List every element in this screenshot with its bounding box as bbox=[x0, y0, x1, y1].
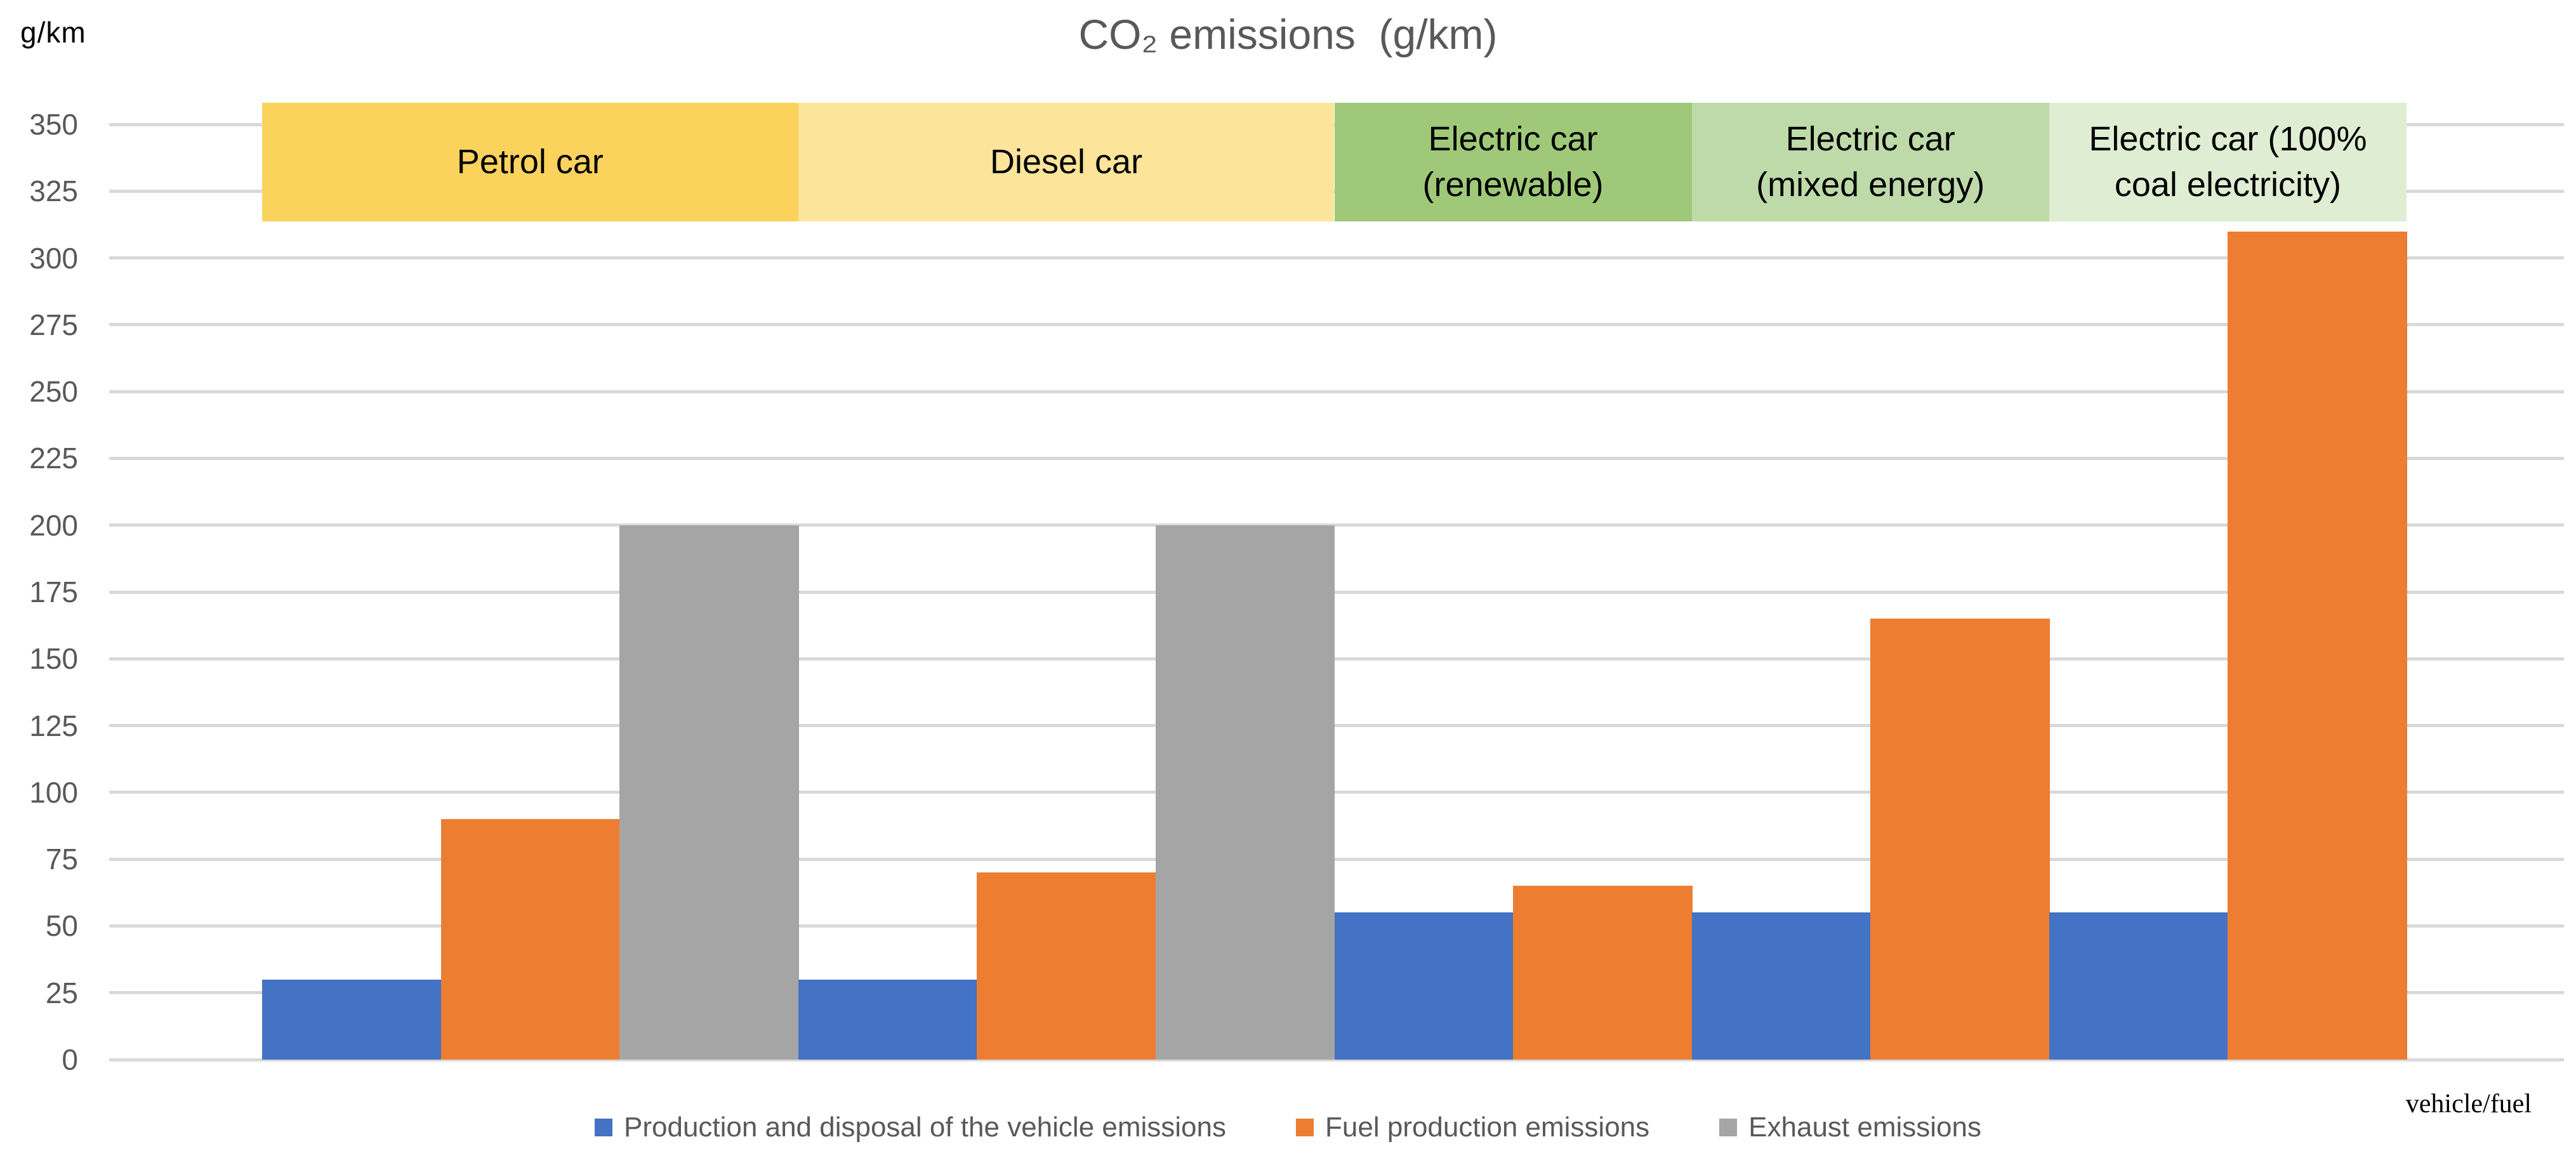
y-tick-label-300: 300 bbox=[29, 241, 78, 275]
bar-4-production bbox=[2049, 912, 2229, 1060]
legend: Production and disposal of the vehicle e… bbox=[0, 1112, 2576, 1143]
category-band-label-1: Diesel car bbox=[989, 142, 1143, 181]
legend-marker-exhaust bbox=[1719, 1119, 1738, 1136]
legend-label-fuel: Fuel production emissions bbox=[1325, 1112, 1650, 1143]
category-band-1: Diesel car bbox=[798, 103, 1335, 221]
gridline-150 bbox=[109, 657, 2564, 660]
category-band-label-4: Electric car (100% coal electricity) bbox=[2089, 120, 2367, 204]
bar-3-production bbox=[1691, 912, 1872, 1060]
gridline-200 bbox=[109, 523, 2564, 527]
bar-0-fuel bbox=[440, 819, 621, 1060]
category-band-2: Electric car (renewable) bbox=[1334, 103, 1692, 221]
gridline-250 bbox=[109, 390, 2564, 393]
bar-0-production bbox=[262, 979, 442, 1060]
bar-1-production bbox=[798, 979, 978, 1060]
y-tick-label-75: 75 bbox=[45, 843, 78, 876]
category-band-label-3: Electric car (mixed energy) bbox=[1756, 120, 1985, 204]
legend-label-production: Production and disposal of the vehicle e… bbox=[624, 1112, 1227, 1143]
legend-marker-fuel bbox=[1296, 1119, 1314, 1136]
category-band-label-0: Petrol car bbox=[456, 142, 604, 181]
y-tick-label-50: 50 bbox=[45, 909, 78, 943]
y-tick-label-175: 175 bbox=[29, 575, 78, 608]
y-tick-label-150: 150 bbox=[29, 642, 78, 676]
y-tick-label-225: 225 bbox=[29, 442, 78, 475]
bar-2-production bbox=[1334, 912, 1514, 1060]
x-axis-label: vehicle/fuel bbox=[2405, 1089, 2532, 1119]
y-tick-label-325: 325 bbox=[29, 174, 78, 208]
legend-marker-production bbox=[595, 1119, 613, 1136]
gridline-100 bbox=[109, 791, 2564, 794]
legend-item-exhaust: Exhaust emissions bbox=[1719, 1112, 1981, 1143]
bar-1-exhaust bbox=[1155, 525, 1335, 1060]
gridline-75 bbox=[109, 857, 2564, 861]
y-tick-label-0: 0 bbox=[62, 1043, 78, 1076]
y-tick-label-200: 200 bbox=[29, 508, 78, 542]
y-tick-label-250: 250 bbox=[29, 375, 78, 409]
bar-3-fuel bbox=[1870, 619, 2050, 1060]
category-band-0: Petrol car bbox=[262, 103, 798, 221]
category-band-3: Electric car (mixed energy) bbox=[1691, 103, 2049, 221]
y-tick-label-125: 125 bbox=[29, 709, 78, 742]
legend-label-exhaust: Exhaust emissions bbox=[1748, 1112, 1981, 1143]
gridline-275 bbox=[109, 323, 2564, 327]
gridline-300 bbox=[109, 256, 2564, 260]
legend-item-fuel: Fuel production emissions bbox=[1296, 1112, 1649, 1143]
y-tick-label-25: 25 bbox=[45, 976, 78, 1009]
bar-0-exhaust bbox=[619, 525, 799, 1060]
bar-4-fuel bbox=[2228, 231, 2407, 1060]
gridline-0 bbox=[109, 1058, 2564, 1061]
chart-title: CO₂ emissions (g/km) bbox=[1078, 11, 1498, 58]
bar-1-fuel bbox=[977, 872, 1156, 1060]
category-band-4: Electric car (100% coal electricity) bbox=[2049, 103, 2407, 221]
bar-2-fuel bbox=[1513, 886, 1693, 1060]
legend-item-production: Production and disposal of the vehicle e… bbox=[595, 1112, 1226, 1143]
y-axis-unit-label: g/km bbox=[20, 16, 86, 49]
y-tick-label-350: 350 bbox=[29, 108, 78, 141]
category-band-label-2: Electric car (renewable) bbox=[1422, 120, 1604, 204]
y-tick-label-100: 100 bbox=[29, 775, 78, 809]
gridline-175 bbox=[109, 590, 2564, 594]
y-tick-label-275: 275 bbox=[29, 308, 78, 341]
gridline-125 bbox=[109, 724, 2564, 728]
gridline-225 bbox=[109, 456, 2564, 460]
